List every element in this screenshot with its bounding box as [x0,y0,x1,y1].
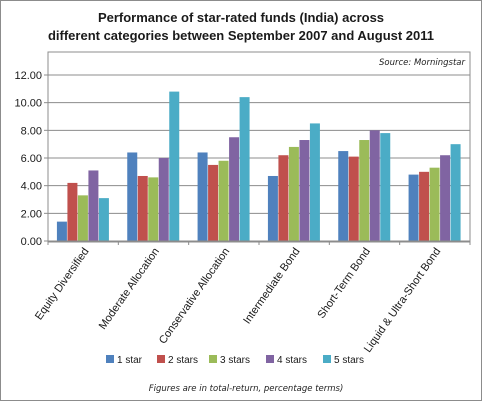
bar-2-stars-5 [419,171,430,241]
legend-label: 4 stars [277,355,307,366]
footnote: Figures are in total-return, percentage … [149,384,344,394]
bar-3-stars-2 [218,160,229,241]
bars-layer [56,91,461,241]
bar-1-star-4 [338,151,349,241]
bar-1-star-5 [408,174,419,241]
x-tick-label: Short-Term Bond [315,246,373,321]
y-tick-label: 2.00 [21,208,42,220]
y-tick-label: 8.00 [21,125,42,137]
bar-2-stars-3 [278,155,289,241]
bar-3-stars-4 [359,140,370,241]
y-tick-label: 12.00 [14,70,42,82]
bar-2-stars-0 [67,182,78,241]
bar-4-stars-1 [158,158,169,241]
legend-label: 2 stars [168,355,198,366]
x-tick-label: Intermediate Bond [241,246,302,327]
bar-1-star-1 [127,152,138,241]
bar-5-stars-0 [98,198,109,241]
y-tick-label: 6.00 [21,153,42,165]
bar-3-stars-5 [429,167,440,241]
x-axis: Equity Diversified Moderate AllocationCon… [33,240,471,355]
bar-5-stars-4 [380,133,391,241]
grid-layer [48,74,470,242]
legend-label: 3 stars [220,355,250,366]
chart-title-line1: Performance of star-rated funds (India) … [98,10,384,25]
x-tick-label: Liquid & Ultra-Short Bond [362,246,443,355]
y-axis: 0.00 2.00 4.00 6.00 8.00 10.00 12.00 [14,70,49,248]
bar-3-stars-1 [148,177,159,241]
bar-5-stars-5 [450,144,461,241]
source-label: Source: Morningstar [379,58,465,68]
legend-swatch-3-stars [209,355,217,363]
legend-swatch-5-stars [323,355,331,363]
bar-5-stars-2 [239,97,250,241]
chart-title-line2: different categories between September 2… [48,28,434,43]
bar-2-stars-4 [348,156,359,241]
legend: 1 star 2 stars 3 stars 4 stars 5 stars [106,355,364,366]
legend-swatch-4-stars [266,355,274,363]
bar-4-stars-0 [88,170,99,241]
bar-5-stars-1 [169,91,180,241]
legend-label: 1 star [117,355,143,366]
bar-3-stars-0 [77,195,88,241]
bar-4-stars-5 [440,155,451,241]
x-tick-label: Moderate Allocation [97,246,162,332]
legend-label: 5 stars [334,355,364,366]
bar-4-stars-2 [229,137,240,241]
y-tick-label: 0.00 [21,236,42,248]
x-tick-label: Conservative Allocation [157,246,232,347]
bar-1-star-2 [197,152,208,241]
bar-2-stars-1 [137,175,148,241]
bar-4-stars-4 [369,130,380,241]
bar-3-stars-3 [288,146,299,241]
bar-2-stars-2 [208,164,219,241]
legend-swatch-2-stars [157,355,165,363]
y-tick-label: 4.00 [21,181,42,193]
bar-5-stars-3 [309,123,320,241]
y-tick-label: 10.00 [14,98,42,110]
x-tick-label: Equity Diversified [33,246,92,322]
bar-1-star-3 [267,175,278,241]
bar-1-star-0 [56,221,67,241]
legend-swatch-1-star [106,355,114,363]
bar-4-stars-3 [299,140,310,241]
